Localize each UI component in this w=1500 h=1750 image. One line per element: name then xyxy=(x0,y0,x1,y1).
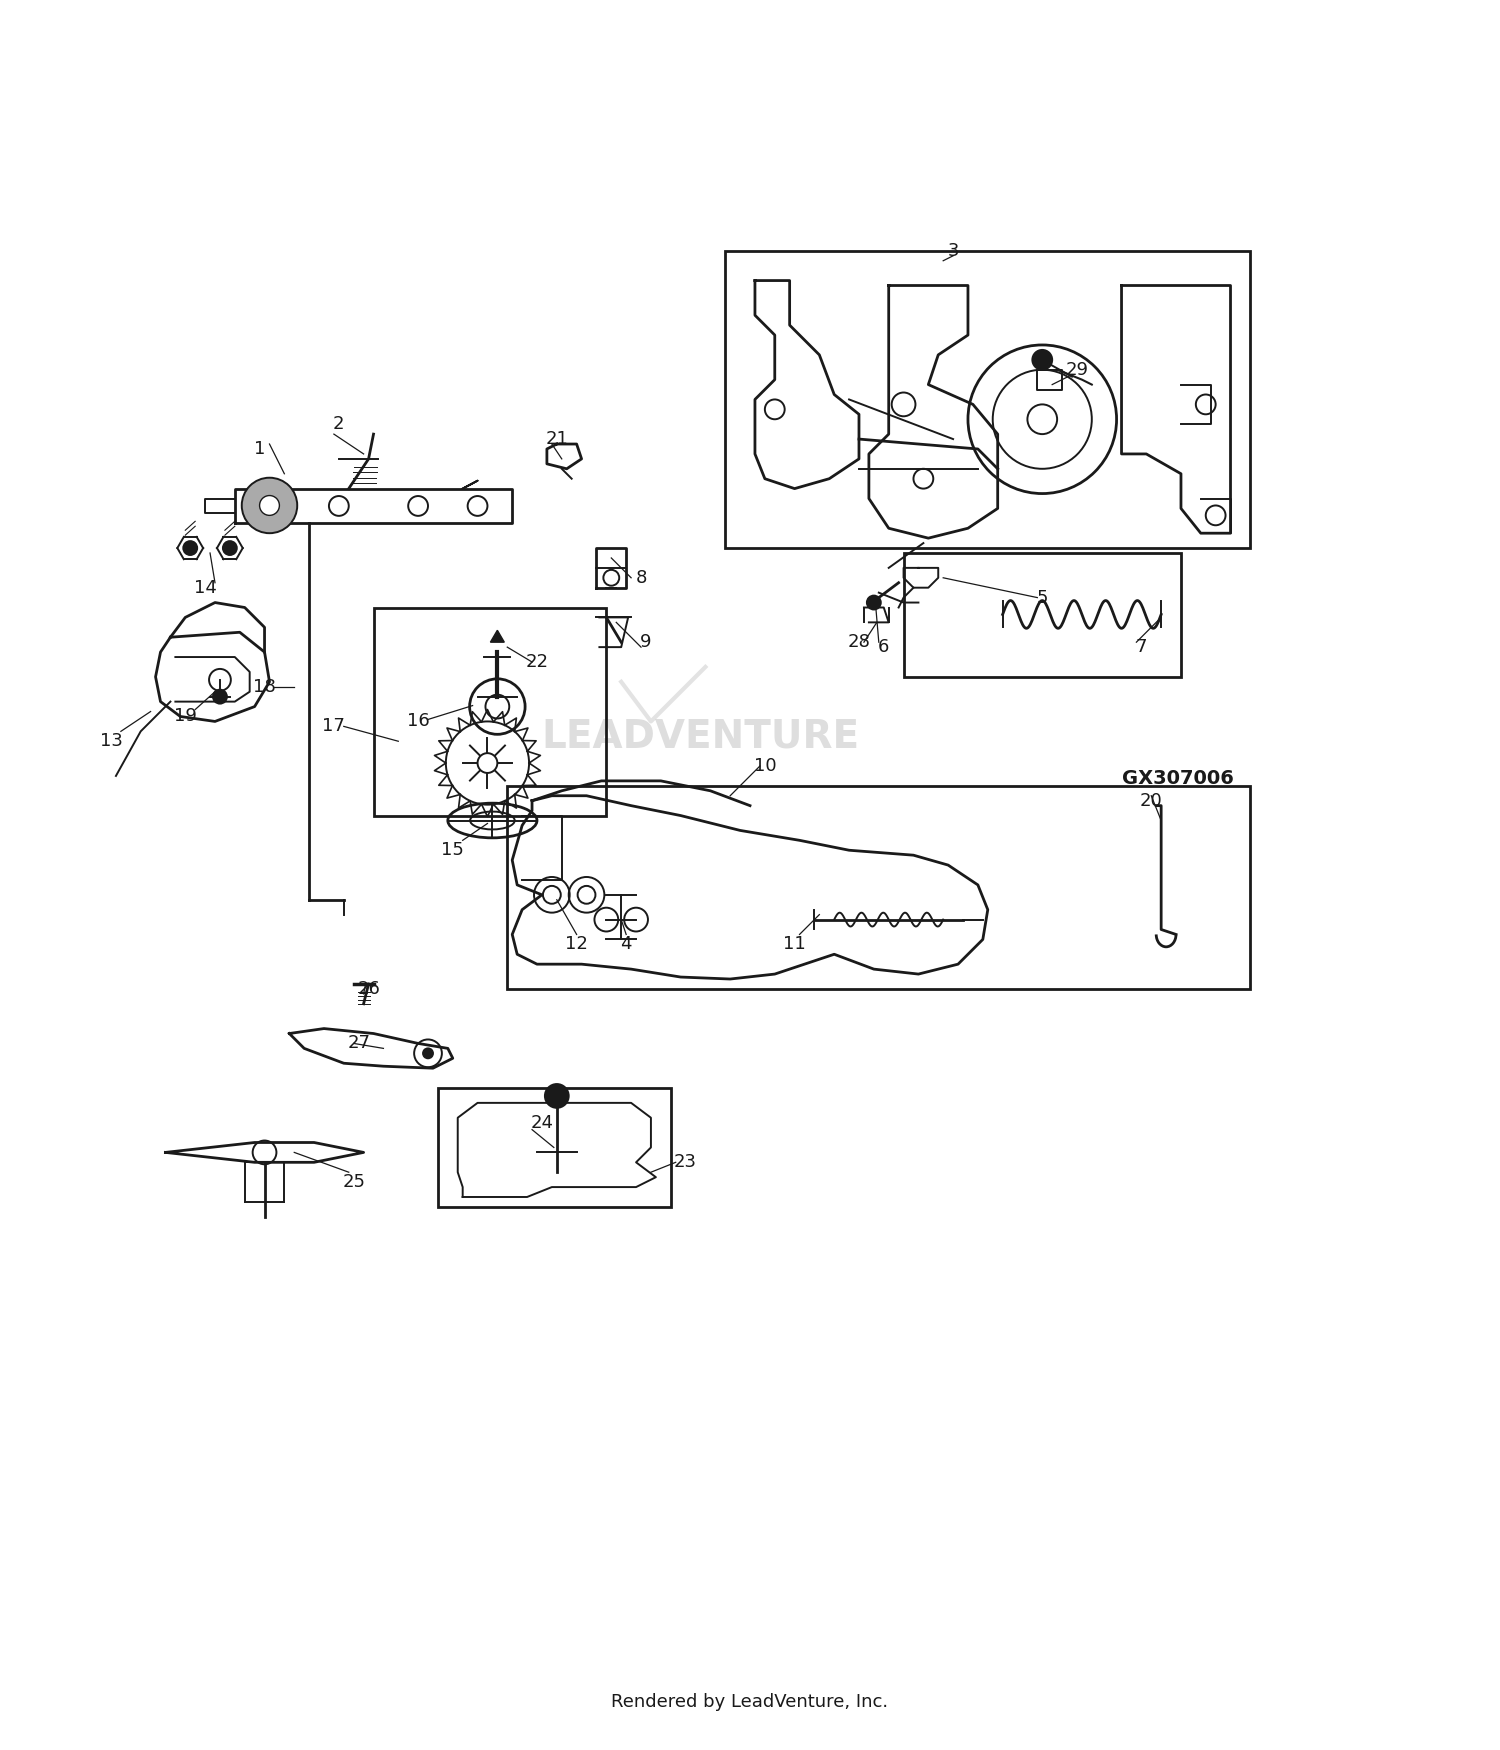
Text: 22: 22 xyxy=(525,653,549,670)
Text: 9: 9 xyxy=(640,634,651,651)
Polygon shape xyxy=(156,632,270,721)
Text: 16: 16 xyxy=(406,712,429,730)
Bar xyxy=(724,250,1251,548)
Circle shape xyxy=(865,595,882,611)
Text: 11: 11 xyxy=(783,934,806,954)
Text: 10: 10 xyxy=(753,758,776,775)
Text: 4: 4 xyxy=(621,934,632,954)
Polygon shape xyxy=(1122,285,1230,534)
Circle shape xyxy=(224,541,237,555)
Polygon shape xyxy=(165,1143,363,1162)
Text: 12: 12 xyxy=(566,934,588,954)
Bar xyxy=(374,607,606,816)
Text: 17: 17 xyxy=(322,718,345,735)
Text: 24: 24 xyxy=(531,1113,554,1132)
Text: 5: 5 xyxy=(1036,588,1048,607)
Text: 1: 1 xyxy=(254,439,266,458)
Polygon shape xyxy=(458,1102,656,1197)
Polygon shape xyxy=(490,630,504,642)
Circle shape xyxy=(422,1048,434,1059)
Text: LEADVENTURE: LEADVENTURE xyxy=(542,718,860,756)
Circle shape xyxy=(1032,350,1052,369)
Text: 21: 21 xyxy=(546,430,568,448)
Polygon shape xyxy=(512,796,988,978)
Polygon shape xyxy=(754,280,859,488)
Polygon shape xyxy=(868,285,998,539)
Text: GX307006: GX307006 xyxy=(1122,770,1233,788)
Circle shape xyxy=(183,541,196,555)
Text: 25: 25 xyxy=(342,1172,364,1192)
Text: 6: 6 xyxy=(878,639,890,656)
Text: 18: 18 xyxy=(254,677,276,696)
Bar xyxy=(507,786,1251,989)
Text: 2: 2 xyxy=(333,415,345,434)
Text: 3: 3 xyxy=(948,242,958,259)
Text: 27: 27 xyxy=(346,1034,370,1052)
Circle shape xyxy=(211,690,228,705)
Bar xyxy=(438,1088,670,1208)
Text: 29: 29 xyxy=(1065,360,1089,378)
Circle shape xyxy=(242,478,297,534)
Text: Rendered by LeadVenture, Inc.: Rendered by LeadVenture, Inc. xyxy=(612,1692,888,1712)
Circle shape xyxy=(260,495,279,514)
Polygon shape xyxy=(236,488,512,523)
Text: 7: 7 xyxy=(1136,639,1148,656)
Text: 26: 26 xyxy=(357,980,380,997)
Text: 14: 14 xyxy=(194,579,216,597)
Text: 19: 19 xyxy=(174,707,196,726)
Circle shape xyxy=(544,1083,568,1108)
Text: 13: 13 xyxy=(99,732,123,751)
Text: 15: 15 xyxy=(441,842,464,859)
Text: 8: 8 xyxy=(636,569,646,586)
Text: 23: 23 xyxy=(674,1153,698,1171)
Bar xyxy=(903,553,1180,677)
Text: 28: 28 xyxy=(847,634,870,651)
Polygon shape xyxy=(290,1029,453,1068)
Text: 20: 20 xyxy=(1140,791,1162,810)
Circle shape xyxy=(477,752,498,774)
